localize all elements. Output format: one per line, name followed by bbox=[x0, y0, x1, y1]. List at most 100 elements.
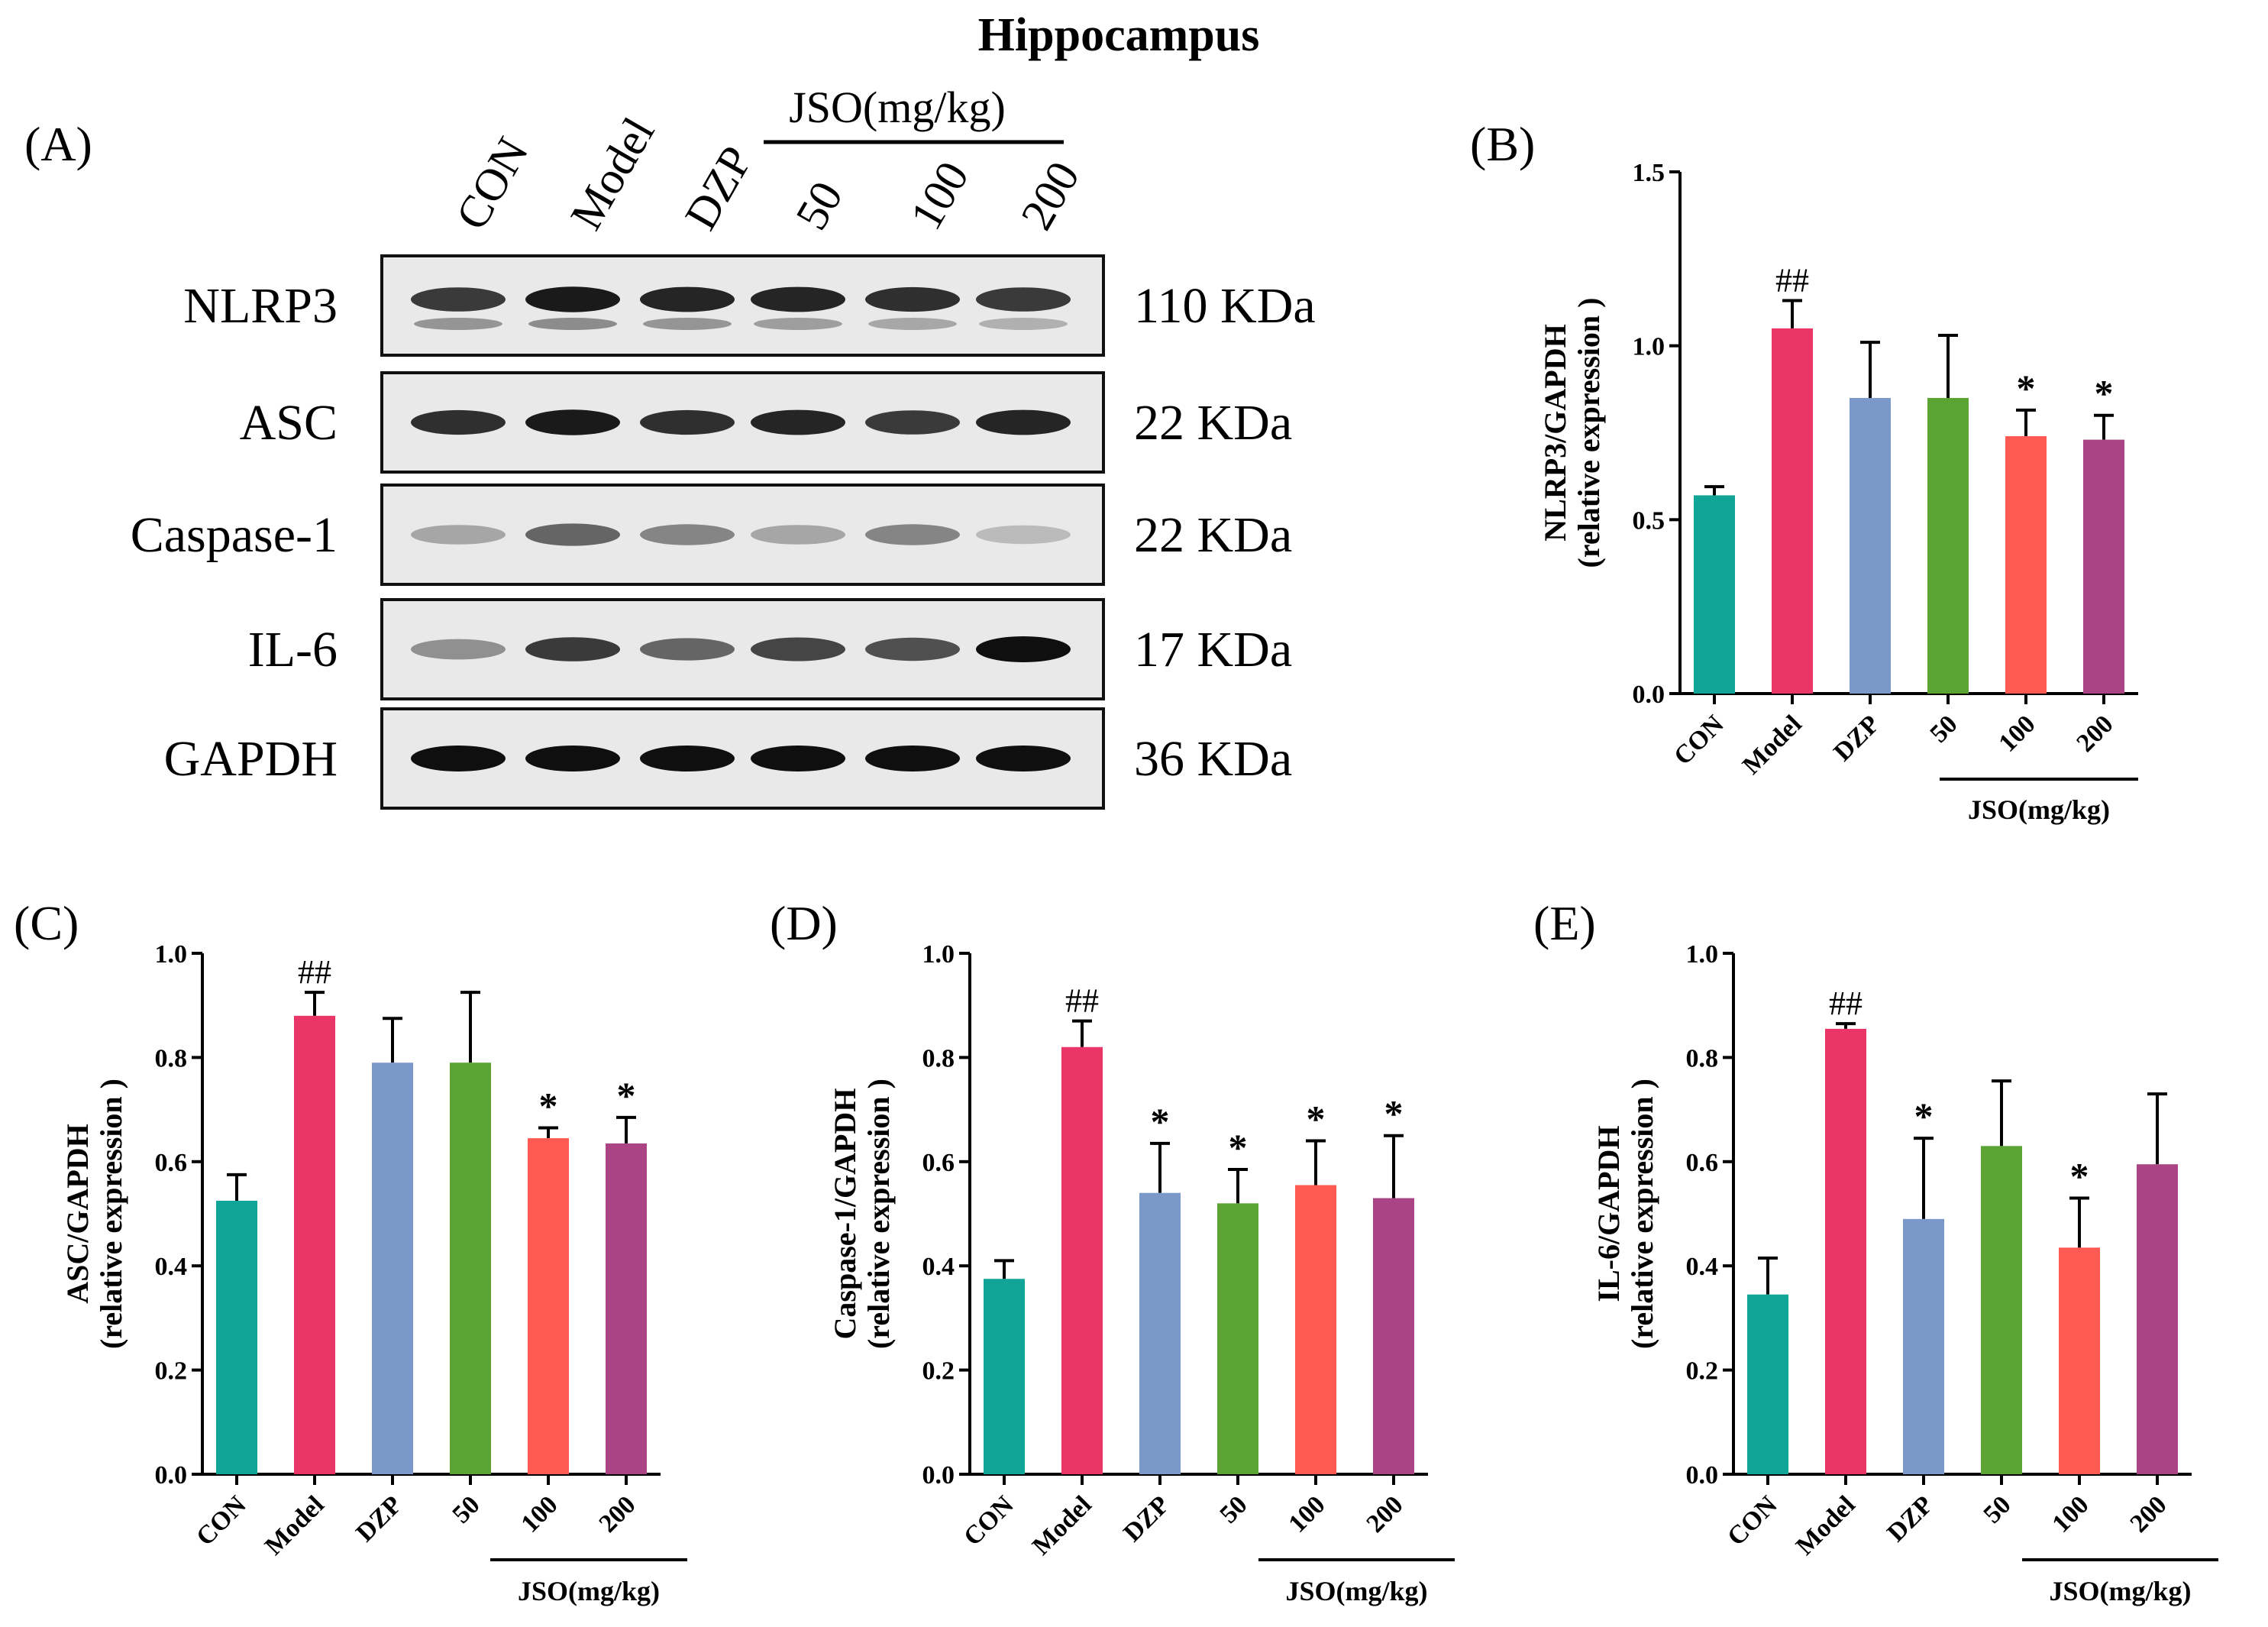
x-tick-label: 200 bbox=[593, 1490, 641, 1538]
y-tick-label: 1.0 bbox=[922, 940, 955, 969]
bar bbox=[2137, 1164, 2178, 1474]
y-axis-label-units: (relative expression ) bbox=[94, 1079, 128, 1349]
bar bbox=[294, 1015, 335, 1474]
x-tick-label: DZP bbox=[1118, 1490, 1174, 1547]
bar bbox=[1981, 1146, 2022, 1474]
bar-chart: (E) 0.0 0.2 0.4 0.6 0.8 1.0 IL-6/GAPDH (relative… bbox=[1533, 896, 2218, 1606]
blot-row: ASC 22 KDa bbox=[240, 371, 1292, 474]
y-axis-label-units: (relative expression ) bbox=[861, 1079, 896, 1349]
protein-band bbox=[751, 286, 845, 312]
x-tick-label: 200 bbox=[1361, 1490, 1408, 1538]
band-size-label: 22 KDa bbox=[1134, 395, 1292, 451]
y-tick-label: 0.8 bbox=[922, 1044, 955, 1072]
y-tick-label: 0.0 bbox=[922, 1461, 955, 1490]
protein-band bbox=[751, 409, 845, 435]
y-tick-label: 0.6 bbox=[922, 1149, 955, 1177]
bar bbox=[2005, 436, 2047, 694]
x-tick-label: 100 bbox=[1993, 710, 2040, 757]
lane-label: DZP bbox=[675, 137, 762, 238]
bar-chart: (C) 0.0 0.2 0.4 0.6 0.8 1.0 ASC/GAPDH (relative … bbox=[14, 896, 687, 1606]
blot-row: Caspase-1 22 KDa bbox=[131, 484, 1292, 586]
panel-label: (E) bbox=[1533, 896, 1596, 950]
y-tick-label: 0.2 bbox=[922, 1357, 955, 1386]
x-tick-label: CON bbox=[958, 1490, 1019, 1551]
bar bbox=[1772, 328, 1813, 694]
protein-band bbox=[751, 637, 845, 661]
x-tick-label: DZP bbox=[351, 1490, 407, 1547]
significance-marker: * bbox=[539, 1084, 558, 1127]
lane-label: Model bbox=[561, 109, 664, 238]
bar bbox=[1061, 1046, 1103, 1474]
protein-band bbox=[976, 636, 1071, 662]
significance-marker: * bbox=[1914, 1095, 1934, 1137]
protein-band bbox=[976, 525, 1071, 545]
x-tick-label: Model bbox=[1737, 710, 1808, 780]
bar bbox=[1747, 1294, 1788, 1474]
protein-band bbox=[868, 318, 957, 330]
panel-label: (C) bbox=[14, 896, 79, 950]
bar bbox=[1295, 1185, 1336, 1474]
y-axis-label: ASC/GAPDH bbox=[60, 1124, 95, 1304]
protein-band bbox=[643, 318, 732, 330]
bar bbox=[528, 1138, 569, 1474]
protein-band bbox=[976, 287, 1071, 312]
protein-label: Caspase-1 bbox=[131, 507, 338, 563]
x-tick-label: CON bbox=[191, 1490, 252, 1551]
protein-label: GAPDH bbox=[164, 731, 338, 787]
jso-group-label: JSO(mg/kg) bbox=[1285, 1576, 1427, 1606]
bar bbox=[1903, 1218, 1944, 1474]
jso-group-label: JSO(mg/kg) bbox=[1968, 794, 2110, 825]
protein-band bbox=[525, 746, 620, 771]
y-tick-label: 1.5 bbox=[1633, 159, 1665, 187]
y-tick-label: 0.8 bbox=[1686, 1044, 1719, 1072]
y-tick-label: 0.0 bbox=[1633, 681, 1665, 709]
protein-band bbox=[751, 746, 845, 771]
y-axis-label: Caspase-1/GAPDH bbox=[828, 1088, 862, 1340]
lane-label: 100 bbox=[900, 154, 978, 238]
protein-band bbox=[640, 524, 735, 545]
significance-marker: * bbox=[1151, 1100, 1170, 1143]
panel-label: (D) bbox=[770, 896, 838, 950]
y-axis-label-units: (relative expression ) bbox=[1572, 297, 1606, 568]
significance-marker: * bbox=[2070, 1155, 2089, 1198]
x-tick-label: DZP bbox=[1882, 1490, 1938, 1547]
band-size-label: 110 KDa bbox=[1134, 278, 1316, 334]
protein-label: IL-6 bbox=[248, 622, 338, 678]
protein-band bbox=[411, 746, 506, 771]
bar bbox=[1825, 1028, 1866, 1474]
x-tick-label: 50 bbox=[1924, 710, 1963, 748]
y-tick-label: 1.0 bbox=[155, 940, 188, 969]
x-tick-label: 50 bbox=[1978, 1490, 2016, 1528]
protein-band bbox=[865, 524, 960, 545]
jso-group-label: JSO(mg/kg) bbox=[789, 82, 1006, 132]
blot-row: NLRP3 110 KDa bbox=[183, 254, 1316, 357]
protein-band bbox=[640, 746, 735, 771]
protein-band bbox=[865, 286, 960, 312]
significance-marker: * bbox=[1384, 1092, 1404, 1135]
x-tick-label: CON bbox=[1669, 710, 1730, 771]
y-tick-label: 0.6 bbox=[155, 1149, 188, 1177]
protein-band bbox=[976, 409, 1071, 435]
y-axis-label: NLRP3/GAPDH bbox=[1538, 324, 1572, 541]
y-tick-label: 0.8 bbox=[155, 1044, 188, 1072]
x-tick-label: DZP bbox=[1828, 710, 1885, 766]
x-tick-label: 50 bbox=[447, 1490, 485, 1528]
y-tick-label: 0.0 bbox=[155, 1461, 188, 1490]
y-axis-label: IL-6/GAPDH bbox=[1591, 1125, 1626, 1302]
bar bbox=[1694, 495, 1735, 694]
y-axis-label-units: (relative expression ) bbox=[1625, 1079, 1659, 1349]
significance-marker: ## bbox=[1065, 982, 1099, 1020]
lane-label: CON bbox=[446, 129, 538, 238]
blot-row: GAPDH 36 KDa bbox=[164, 707, 1292, 810]
bar bbox=[1850, 397, 1891, 694]
protein-band bbox=[525, 523, 620, 546]
significance-marker: * bbox=[1229, 1126, 1248, 1169]
protein-band bbox=[754, 318, 842, 330]
bar bbox=[1927, 397, 1969, 694]
bar bbox=[1217, 1203, 1258, 1474]
x-tick-label: 200 bbox=[2071, 710, 2118, 757]
blot-row: IL-6 17 KDa bbox=[248, 598, 1292, 700]
protein-band bbox=[414, 318, 502, 330]
protein-band bbox=[640, 638, 735, 661]
